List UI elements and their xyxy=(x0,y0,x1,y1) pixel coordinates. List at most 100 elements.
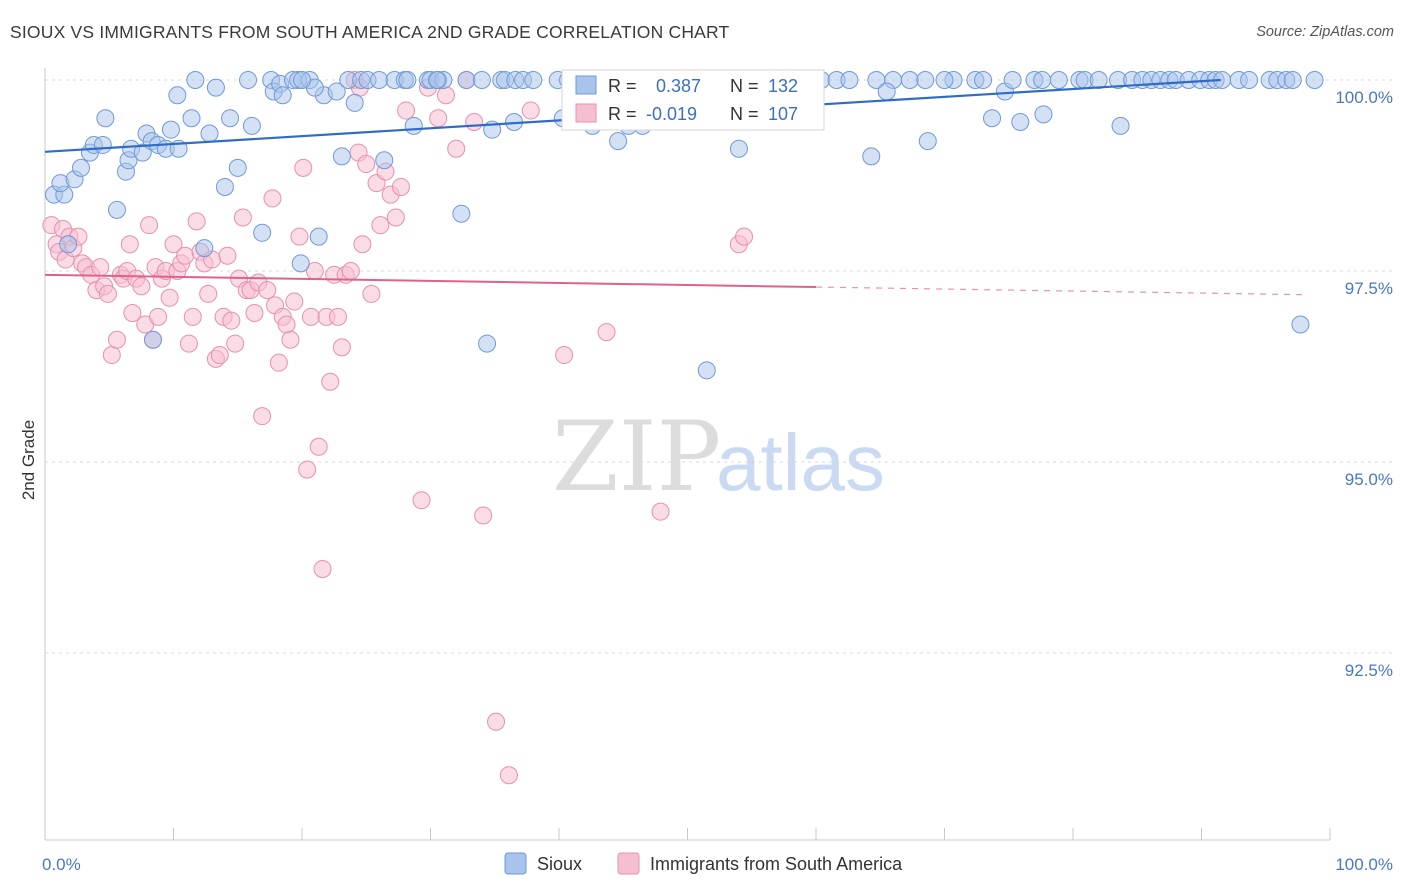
correlation-legend: R = 0.387 N = 132 R = -0.019 N = 107 xyxy=(561,69,825,131)
immigrants-point xyxy=(123,304,142,323)
chart-title: SIOUX VS IMMIGRANTS FROM SOUTH AMERICA 2… xyxy=(10,22,730,42)
sioux-point xyxy=(59,235,78,254)
legend-swatch-immigrants xyxy=(575,103,597,123)
sioux-point xyxy=(332,147,351,166)
sioux-point xyxy=(96,109,115,128)
sioux-point xyxy=(983,109,1002,128)
immigrants-point xyxy=(735,227,754,246)
immigrants-trend-extension xyxy=(815,286,1305,296)
y-tick-label: 92.5% xyxy=(1345,661,1393,680)
immigrants-point xyxy=(499,766,518,785)
sioux-point xyxy=(309,227,328,246)
immigrants-point xyxy=(140,216,159,235)
sioux-point xyxy=(609,132,628,151)
x-tick-label: 0.0% xyxy=(42,855,81,874)
immigrants-point xyxy=(199,284,218,303)
sioux-point xyxy=(221,109,240,128)
immigrants-point xyxy=(332,338,351,357)
sioux-point xyxy=(293,71,311,89)
sioux-point xyxy=(935,71,954,89)
sioux-point xyxy=(1049,71,1068,89)
sioux-point xyxy=(1305,71,1324,89)
sioux-point xyxy=(1291,315,1310,334)
immigrants-point xyxy=(386,208,405,227)
sioux-point xyxy=(1240,71,1259,89)
sioux-point xyxy=(1034,105,1053,124)
sioux-point xyxy=(974,71,993,89)
legend-n-value-immigrants: 107 xyxy=(768,104,798,124)
immigrants-point xyxy=(210,346,229,365)
immigrants-point xyxy=(277,315,296,334)
immigrants-point xyxy=(357,155,376,174)
legend-n-label-sioux: N = xyxy=(730,76,759,96)
immigrants-point xyxy=(218,246,237,265)
axes: 100.0% 97.5% 95.0% 92.5% 0.0% 100.0% xyxy=(42,68,1393,874)
immigrants-point xyxy=(269,353,288,372)
legend-r-label-sioux: R = xyxy=(608,76,637,96)
legend-r-label-immigrants: R = xyxy=(608,104,637,124)
y-tick-label: 97.5% xyxy=(1345,279,1393,298)
immigrants-point xyxy=(487,712,506,731)
immigrants-point xyxy=(412,491,431,510)
legend-r-value-immigrants: -0.019 xyxy=(646,104,697,124)
watermark-atlas: atlas xyxy=(716,418,885,507)
sioux-point xyxy=(404,116,423,135)
immigrants-point xyxy=(436,86,455,105)
immigrants-point xyxy=(253,407,272,426)
immigrants-point xyxy=(245,304,264,323)
source-label: Source: ZipAtlas.com xyxy=(1256,24,1394,40)
sioux-point xyxy=(1111,116,1130,135)
series-legend: Sioux Immigrants from South America xyxy=(504,852,903,875)
legend-frame xyxy=(561,69,825,131)
immigrants-point xyxy=(328,307,347,326)
immigrants-point xyxy=(597,323,616,342)
y-tick-label: 100.0% xyxy=(1335,88,1393,107)
sioux-point xyxy=(452,204,471,223)
bottom-legend-swatch-immigrants xyxy=(617,852,640,875)
immigrants-point xyxy=(164,235,183,254)
immigrants-point xyxy=(391,177,410,196)
bottom-legend-swatch-sioux xyxy=(504,852,527,875)
sioux-point xyxy=(398,71,417,89)
immigrants-point xyxy=(160,288,179,307)
immigrants-point xyxy=(555,346,574,365)
sioux-point xyxy=(107,200,126,219)
sioux-point xyxy=(457,71,476,89)
y-axis-title: 2nd Grade xyxy=(19,420,38,500)
immigrants-point xyxy=(183,307,202,326)
immigrants-point xyxy=(301,307,320,326)
sioux-point xyxy=(370,71,389,89)
sioux-point xyxy=(71,158,90,177)
immigrants-point xyxy=(371,216,390,235)
immigrants-point xyxy=(651,502,670,521)
sioux-point xyxy=(143,330,162,349)
sioux-point xyxy=(228,158,247,177)
sioux-point xyxy=(916,71,935,89)
sioux-point xyxy=(862,147,881,166)
immigrants-point xyxy=(107,330,126,349)
immigrants-point xyxy=(258,281,277,300)
immigrants-point xyxy=(353,235,372,254)
legend-swatch-sioux xyxy=(575,75,597,95)
sioux-point xyxy=(253,223,272,242)
immigrants-point xyxy=(447,139,466,158)
sioux-point xyxy=(206,78,225,97)
immigrants-point xyxy=(149,307,168,326)
immigrants-point xyxy=(309,437,328,456)
immigrants-point xyxy=(285,292,304,311)
immigrants-point xyxy=(102,346,121,365)
immigrants-point xyxy=(263,189,282,208)
sioux-point xyxy=(186,71,205,89)
immigrants-point xyxy=(176,246,195,265)
bottom-legend-label-sioux: Sioux xyxy=(537,854,582,874)
grid-lines xyxy=(45,79,1395,654)
sioux-point xyxy=(1089,71,1108,89)
sioux-point xyxy=(472,71,491,89)
sioux-point xyxy=(327,82,346,101)
immigrants-point xyxy=(132,277,151,296)
sioux-point xyxy=(877,82,896,101)
immigrants-point xyxy=(362,284,381,303)
immigrants-point xyxy=(91,258,110,277)
immigrants-point xyxy=(474,506,493,525)
